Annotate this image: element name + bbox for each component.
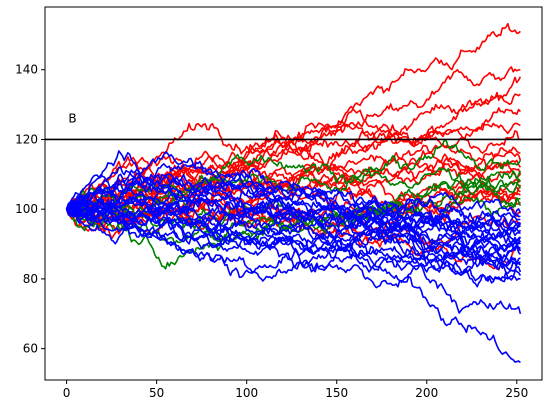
x-tick-label: 100	[235, 386, 258, 400]
series-line-green	[66, 196, 521, 270]
series-line-green	[66, 167, 522, 213]
series-line-blue	[66, 166, 522, 241]
ticks-layer: 0 50 100 150 200 250 60 80 100 120 140	[15, 63, 528, 400]
series-line-blue	[66, 186, 521, 229]
y-tick-label: 140	[15, 63, 38, 77]
y-tick-label: 100	[15, 202, 38, 216]
series-line-blue	[66, 208, 522, 288]
y-tick-label: 60	[23, 342, 38, 356]
x-tick-label: 200	[415, 386, 438, 400]
x-tick-label: 250	[505, 386, 528, 400]
x-tick-label: 150	[325, 386, 348, 400]
series-line-blue	[66, 204, 521, 284]
series-line-blue	[66, 202, 521, 239]
series-line-blue	[66, 172, 522, 265]
series-line-blue	[65, 208, 521, 259]
barrier-layer: B	[45, 112, 542, 141]
x-tick-label: 50	[149, 386, 164, 400]
axes-frame	[44, 6, 543, 381]
series-layer	[65, 22, 522, 364]
series-line-red	[66, 130, 521, 240]
y-tick-label: 120	[15, 132, 38, 146]
barrier-label: B	[68, 112, 76, 126]
y-tick-label: 80	[23, 272, 38, 286]
series-line-blue	[65, 193, 521, 269]
axes-layer	[44, 6, 543, 381]
x-tick-label: 0	[63, 386, 71, 400]
series-line-red	[66, 120, 521, 215]
